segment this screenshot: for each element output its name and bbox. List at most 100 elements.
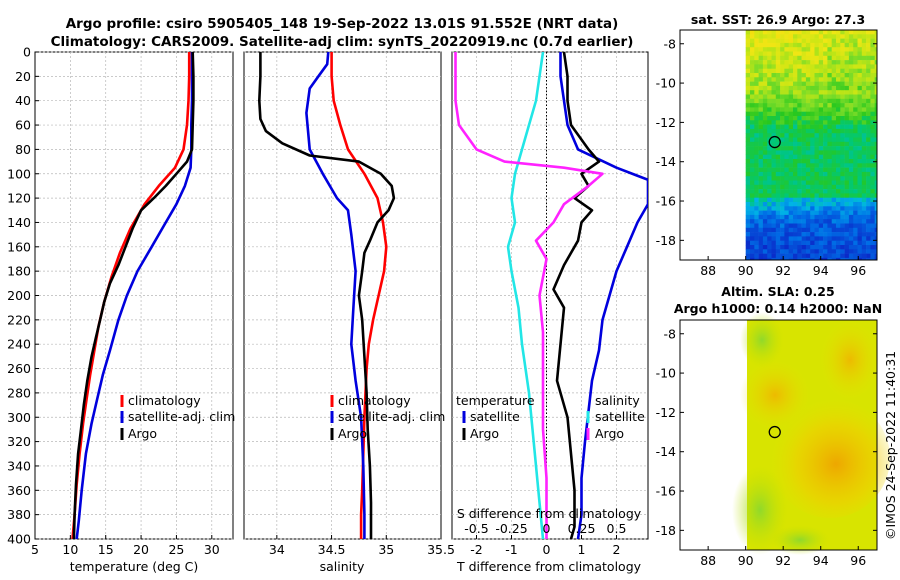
sst-cell — [861, 128, 867, 134]
sst-cell — [818, 90, 824, 95]
sst-cell — [793, 245, 798, 250]
sst-cell — [750, 64, 755, 69]
sst-cell — [758, 150, 764, 155]
sst-cell — [870, 184, 875, 190]
sst-cell — [814, 184, 820, 190]
sst-cell — [870, 73, 875, 78]
y-tick-label: 400 — [7, 532, 31, 547]
sst-cell — [814, 141, 820, 147]
sst-cell — [771, 38, 777, 44]
sst-cell — [797, 111, 802, 117]
sst-cell — [848, 47, 854, 52]
sst-cell — [818, 103, 824, 108]
sst-cell — [754, 30, 759, 35]
sst-cell — [767, 73, 772, 78]
sst-cell — [762, 133, 768, 138]
sst-cell — [836, 236, 841, 241]
sst-cell — [788, 245, 794, 250]
sst-cell — [848, 68, 854, 74]
sst-cell — [805, 240, 811, 246]
sst-cell — [818, 146, 824, 151]
sst-cell — [762, 249, 768, 254]
sst-cell — [771, 133, 777, 138]
sst-cell — [762, 236, 768, 241]
sst-cell — [814, 34, 820, 39]
sst-cell — [784, 94, 789, 100]
sst-cell — [831, 60, 837, 65]
sst-cell — [827, 146, 832, 151]
sst-cell — [754, 141, 759, 147]
sst-cell — [861, 197, 867, 203]
sst-cell — [801, 116, 807, 121]
sst-cell — [844, 202, 850, 207]
sst-cell — [831, 245, 837, 250]
sst-cell — [754, 116, 759, 121]
sst-cell — [814, 73, 820, 78]
sst-cell — [827, 128, 832, 134]
sst-cell — [857, 167, 863, 173]
sst-cell — [810, 111, 815, 117]
sst-cell — [823, 55, 828, 61]
sst-cell — [814, 257, 820, 261]
sst-cell — [836, 202, 841, 207]
sst-cell — [810, 124, 815, 130]
sst-cell — [827, 141, 832, 147]
sst-cell — [805, 51, 811, 57]
sst-cell — [805, 171, 811, 177]
sst-cell — [857, 219, 863, 224]
sst-cell — [844, 73, 850, 78]
sla-green-s — [770, 525, 830, 555]
sst-cell — [767, 38, 772, 44]
sst-cell — [857, 223, 863, 229]
sst-cell — [866, 30, 871, 35]
sst-cell — [870, 55, 875, 61]
sst-cell — [762, 146, 768, 151]
sst-cell — [750, 150, 755, 155]
sst-cell — [805, 34, 811, 39]
sst-cell — [771, 94, 777, 100]
sst-cell — [745, 219, 751, 224]
sst-cell — [827, 116, 832, 121]
sst-cell — [831, 202, 837, 207]
sst-cell — [793, 193, 798, 198]
sst-cell — [823, 51, 828, 57]
sst-cell — [745, 206, 751, 211]
sst-cell — [784, 116, 789, 121]
sst-cell — [797, 107, 802, 112]
sst-cell — [780, 180, 785, 186]
sst-cell — [823, 197, 828, 203]
sst-cell — [758, 257, 764, 261]
sst-cell — [831, 133, 837, 138]
sst-cell — [771, 249, 777, 254]
sst-cell — [823, 77, 828, 82]
sst-cell — [866, 257, 871, 261]
sst-cell — [827, 167, 832, 173]
sst-cell — [771, 219, 777, 224]
sst-cell — [810, 73, 815, 78]
sst-cell — [853, 154, 858, 160]
sst-cell — [853, 171, 858, 177]
sst-cell — [750, 103, 755, 108]
sst-cell — [823, 81, 828, 87]
sst-cell — [762, 64, 768, 69]
map-x-tick-label: 96 — [850, 263, 866, 278]
sst-cell — [814, 68, 820, 74]
sst-cell — [801, 146, 807, 151]
sst-cell — [745, 236, 751, 241]
sst-cell — [771, 141, 777, 147]
sst-cell — [844, 42, 850, 48]
sst-cell — [780, 68, 785, 74]
sst-cell — [758, 223, 764, 229]
sst-cell — [788, 141, 794, 147]
sst-cell — [840, 249, 845, 254]
sst-cell — [788, 197, 794, 203]
sst-cell — [870, 171, 875, 177]
sst-cell — [784, 137, 789, 143]
sst-cell — [762, 206, 768, 211]
sst-map-title: sat. SST: 26.9 Argo: 27.3 — [691, 12, 865, 27]
sst-cell — [827, 193, 832, 198]
sst-cell — [762, 128, 768, 134]
sst-cell — [870, 133, 875, 138]
sst-cell — [874, 240, 878, 246]
sst-cell — [780, 184, 785, 190]
